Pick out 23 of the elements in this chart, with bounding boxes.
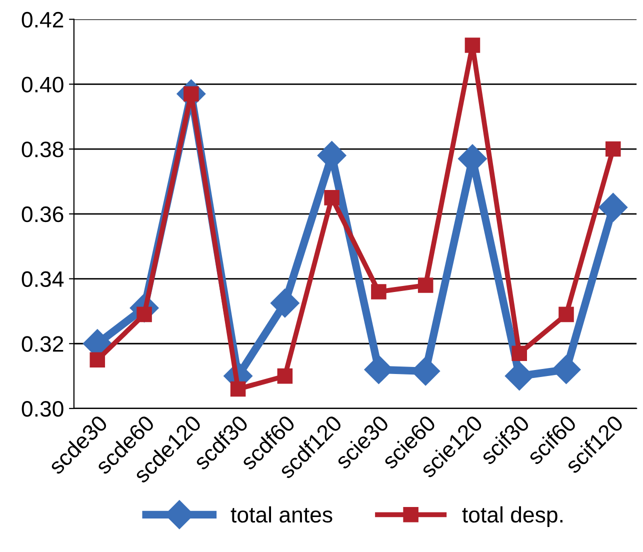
y-tick-label: 0.30 bbox=[22, 401, 64, 417]
point bbox=[598, 192, 628, 222]
point bbox=[558, 306, 574, 322]
point bbox=[605, 141, 621, 157]
point bbox=[324, 190, 340, 206]
y-tick-label: 0.34 bbox=[22, 271, 64, 288]
y-tick-label: 0.40 bbox=[22, 76, 64, 92]
point bbox=[512, 346, 527, 361]
point bbox=[552, 355, 581, 384]
point bbox=[270, 288, 300, 318]
y-tick-label: 0.38 bbox=[22, 142, 64, 158]
legend-label: total antes bbox=[230, 506, 332, 523]
y-tick-label: 0.32 bbox=[22, 336, 64, 352]
legend-label: total desp. bbox=[462, 506, 562, 528]
point bbox=[418, 278, 434, 293]
point bbox=[90, 352, 106, 368]
point bbox=[277, 368, 293, 384]
point bbox=[230, 381, 246, 397]
point bbox=[504, 362, 534, 390]
point bbox=[464, 38, 480, 53]
y-tick-label: 0.36 bbox=[22, 206, 64, 222]
y-tick-label: 0.42 bbox=[22, 12, 64, 28]
point bbox=[371, 284, 386, 300]
